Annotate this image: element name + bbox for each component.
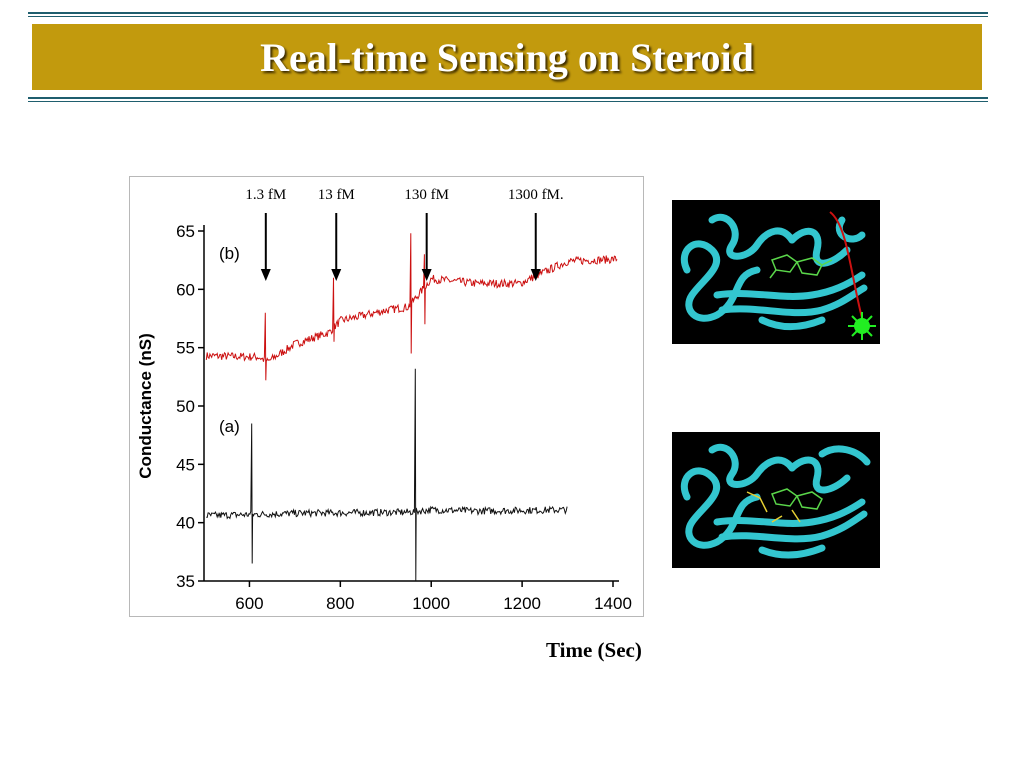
y-tick-label: 35 <box>176 572 195 591</box>
concentration-arrow-head <box>530 269 541 281</box>
y-axis-label: Conductance (nS) <box>136 333 155 478</box>
bottom-rule-thick <box>28 97 988 99</box>
y-tick-label: 60 <box>176 280 195 299</box>
y-tick-label: 55 <box>176 339 195 358</box>
conductance-chart: 35 40 45 50 55 60 65 600 800 1000 1200 1400 Conducta… <box>136 187 632 613</box>
x-tick-label: 800 <box>326 594 354 613</box>
x-tick-label: 600 <box>235 594 263 613</box>
concentration-arrow-head <box>421 269 432 281</box>
concentration-label: 13 fM <box>318 187 355 203</box>
bottom-rule-thin <box>28 101 988 102</box>
top-rule-thick <box>28 12 988 14</box>
protein-structure-image-bottom <box>672 432 880 568</box>
x-tick-label: 1000 <box>412 594 450 613</box>
slide-title: Real-time Sensing on Steroid <box>260 34 754 80</box>
protein-structure-image-top <box>672 200 880 344</box>
y-tick-label: 40 <box>176 514 195 533</box>
y-tick-label: 45 <box>176 455 195 474</box>
concentration-arrow-head <box>260 269 271 281</box>
series-line-a <box>206 368 568 582</box>
x-axis-label: Time (Sec) <box>546 638 642 662</box>
panel-label-b: (b) <box>219 244 240 263</box>
concentration-label: 1.3 fM <box>245 187 286 203</box>
concentration-arrow-head <box>331 269 342 281</box>
top-rule-thin <box>28 16 988 17</box>
y-tick-label: 50 <box>176 397 195 416</box>
series-line-b <box>205 233 618 381</box>
y-tick-label: 65 <box>176 222 195 241</box>
title-bar: Real-time Sensing on Steroid <box>32 24 982 90</box>
x-tick-label: 1400 <box>594 594 632 613</box>
panel-label-a: (a) <box>219 417 240 436</box>
chart-frame: 35 40 45 50 55 60 65 600 800 1000 1200 1400 Conducta… <box>129 176 644 617</box>
x-tick-label: 1200 <box>503 594 541 613</box>
concentration-label: 130 fM <box>404 187 449 203</box>
concentration-label: 1300 fM. <box>508 187 564 203</box>
